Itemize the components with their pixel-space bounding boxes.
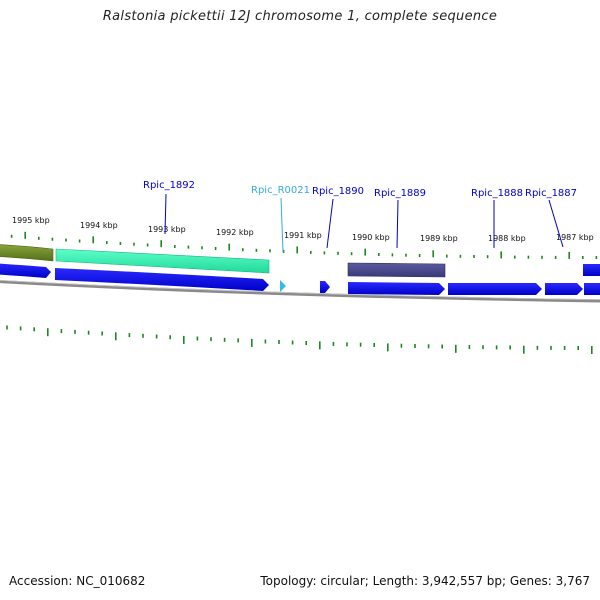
gene-arrow-rpic-1887[interactable] xyxy=(545,283,583,295)
gene-arrow-rpic-1888[interactable] xyxy=(448,283,542,295)
scale-label: 1992 kbp xyxy=(216,228,254,237)
gene-label-group: Rpic_1892 Rpic_R0021 Rpic_1890 Rpic_1889… xyxy=(143,180,577,253)
gene-label-rpic-1887[interactable]: Rpic_1887 xyxy=(525,188,577,199)
accession-text: Accession: NC_010682 xyxy=(9,574,146,588)
gene-arrow-rpic-r0021[interactable] xyxy=(280,280,286,292)
gene-label-rpic-1888[interactable]: Rpic_1888 xyxy=(471,188,523,199)
feature-block-end-blue[interactable] xyxy=(583,264,600,276)
gene-label-rpic-1889[interactable]: Rpic_1889 xyxy=(374,188,426,199)
gene-arrow[interactable] xyxy=(0,263,51,278)
gene-arrow-rpic-1890[interactable] xyxy=(320,281,330,293)
gene-arrow[interactable] xyxy=(584,283,600,295)
topology-summary-text: Topology: circular; Length: 3,942,557 bp… xyxy=(260,574,590,588)
inner-tick-ring xyxy=(6,325,593,354)
gene-arrow-rpic-1892[interactable] xyxy=(55,268,269,291)
scale-label: 1991 kbp xyxy=(284,231,322,240)
map-title: Ralstonia pickettii 12J chromosome 1, co… xyxy=(102,9,498,24)
scale-label: 1990 kbp xyxy=(352,233,390,242)
scale-label: 1989 kbp xyxy=(420,234,458,243)
leader-line xyxy=(396,199,399,249)
feature-block-aqua[interactable] xyxy=(55,248,270,274)
leader-line xyxy=(280,197,284,253)
scale-label: 1994 kbp xyxy=(80,221,118,230)
gene-label-rpic-1892[interactable]: Rpic_1892 xyxy=(143,180,195,191)
scale-label: 1993 kbp xyxy=(148,225,186,234)
gene-arrow-track xyxy=(0,263,600,295)
gene-arrow-rpic-1889[interactable] xyxy=(348,282,445,295)
leader-line xyxy=(164,193,167,235)
scale-label: 1987 kbp xyxy=(556,233,594,242)
scale-label-group: 1995 kbp 1994 kbp 1993 kbp 1992 kbp 1991… xyxy=(12,216,594,243)
outer-tick-ring xyxy=(10,231,598,259)
gene-label-rpic-r0021[interactable]: Rpic_R0021 xyxy=(251,185,310,196)
chromosome-backbone xyxy=(0,279,600,303)
scale-label: 1995 kbp xyxy=(12,216,50,225)
feature-block-olive[interactable] xyxy=(0,244,54,262)
chromosome-backbone-highlight xyxy=(0,279,600,301)
feature-band xyxy=(0,244,600,278)
leader-line xyxy=(326,198,334,249)
leader-line xyxy=(548,199,564,248)
gene-label-rpic-1890[interactable]: Rpic_1890 xyxy=(312,186,364,197)
feature-block-purple[interactable] xyxy=(347,262,446,278)
scale-label: 1988 kbp xyxy=(488,234,526,243)
